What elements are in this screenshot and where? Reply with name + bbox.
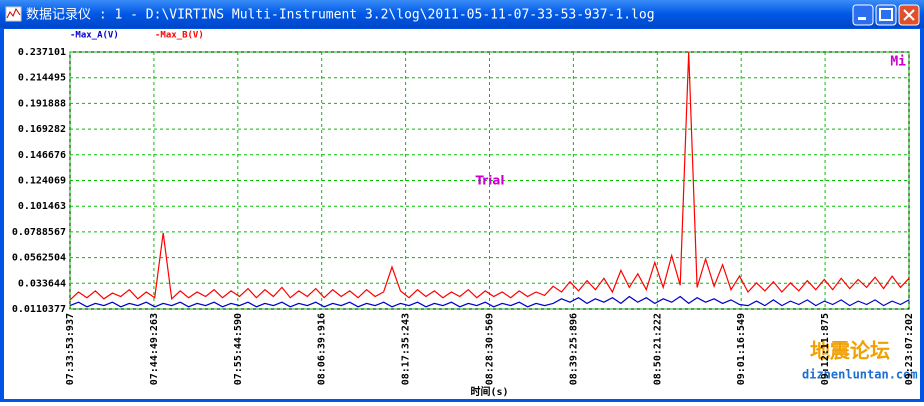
x-tick-label: 07:55:44:590 [233, 313, 244, 385]
x-axis-label: 时间(s) [470, 385, 508, 398]
x-tick-label: 08:28:30:569 [485, 313, 496, 385]
window-title: 数据记录仪 : 1 - D:\VIRTINS Multi-Instrument … [26, 8, 655, 23]
annotation: Mi [890, 55, 906, 70]
x-tick-label: 07:33:53:937 [65, 313, 76, 385]
y-tick-label: 0.124069 [18, 176, 66, 187]
watermark-text: 地震论坛 [810, 339, 890, 363]
y-tick-label: 0.169282 [18, 124, 66, 135]
minimize-glyph [858, 17, 866, 20]
y-tick-label: 0.0110377 [12, 304, 66, 315]
x-tick-label: 08:17:35:243 [401, 313, 412, 385]
y-tick-label: 0.0788567 [12, 227, 66, 238]
y-tick-label: 0.101463 [18, 201, 66, 212]
series-line [69, 52, 910, 301]
close-glyph [903, 9, 915, 21]
x-tick-label: 07:44:49:263 [149, 313, 160, 385]
maximize-glyph [879, 8, 893, 21]
watermark-url: dizhenluntan.com [802, 368, 918, 382]
legend-entry: -Max_B(V) [155, 31, 204, 41]
annotation: Trial [475, 174, 504, 188]
legend-entry: -Max_A(V) [70, 31, 119, 41]
x-tick-label: 08:06:39:916 [317, 313, 328, 385]
y-tick-label: 0.146676 [18, 150, 66, 161]
x-tick-label: 08:50:21:222 [652, 313, 663, 385]
y-tick-label: 0.237101 [18, 47, 66, 58]
y-tick-label: 0.0562504 [12, 253, 66, 264]
x-tick-label: 09:01:16:549 [736, 313, 747, 385]
x-tick-label: 09:23:07:202 [904, 313, 915, 385]
y-tick-label: 0.191888 [18, 98, 66, 109]
x-tick-label: 09:12:11:875 [820, 313, 831, 385]
y-tick-label: 0.214495 [18, 73, 66, 84]
x-tick-label: 08:39:25:896 [568, 313, 579, 385]
series-line [69, 295, 910, 308]
title-bar [0, 0, 924, 28]
minimize-button[interactable] [852, 4, 874, 26]
app-icon-graph [6, 7, 21, 19]
window-buttons[interactable] [852, 4, 920, 26]
y-tick-label: 0.033644 [18, 278, 66, 289]
